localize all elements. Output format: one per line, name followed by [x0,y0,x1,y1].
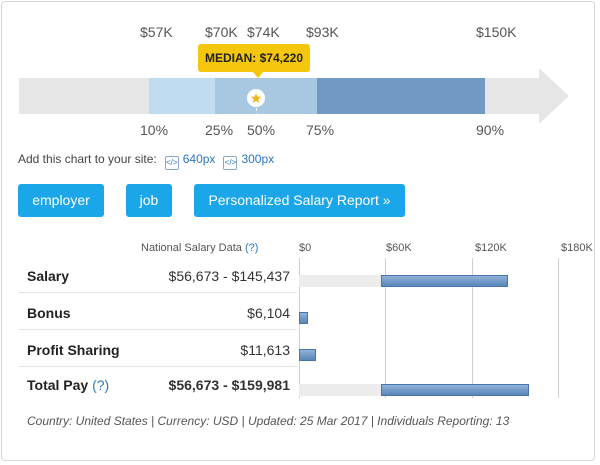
tick-p25: $70K [205,24,238,40]
bar-total-pay [380,384,530,396]
band-25-75 [215,78,317,114]
embed-code-icon: </> [164,156,179,170]
median-label: MEDIAN: $74,220 [198,44,310,72]
help-link[interactable]: (?) [244,242,259,254]
gridline [558,258,559,398]
axis-tick-120k: $120K [475,242,507,254]
embed-row: Add this chart to your site: </> 640px </> 3… [18,152,274,170]
footer-note: Country: United States | Currency: USD |… [27,414,510,428]
bar-bonus [299,312,308,324]
embed-code-icon: </> [223,156,238,170]
job-button[interactable]: job [126,184,172,217]
gridline [385,258,386,398]
bar-profit-sharing [299,349,316,361]
total-pay-label: Total Pay [27,377,89,393]
axis-tick-60k: $60K [386,242,412,254]
pct-90: 90% [476,122,505,138]
tick-p50: $74K [247,24,280,40]
table-header: National Salary Data (?) [141,242,258,254]
row-divider [19,292,297,293]
embed-label: Add this chart to your site: [18,152,157,166]
row-value-bonus: $6,104 [247,305,290,321]
star-icon: ★ [247,89,265,107]
row-label-salary: Salary [27,268,70,284]
bar-track-salary [299,275,381,287]
pct-25: 25% [205,122,234,138]
tick-p90: $150K [476,24,517,40]
pct-10: 10% [140,122,169,138]
row-value-salary: $56,673 - $145,437 [168,268,290,284]
gridline [472,258,473,398]
pct-50: 50% [247,122,276,138]
row-label-bonus: Bonus [27,305,71,321]
row-divider [19,329,297,330]
employer-button[interactable]: employer [18,184,104,217]
median-line [256,108,257,122]
row-value-profit-sharing: $11,613 [240,342,290,358]
row-label-total-pay: Total Pay (?) [27,377,109,393]
salary-report-button[interactable]: Personalized Salary Report » [194,184,405,217]
bar-salary [380,275,509,287]
axis-tick-0: $0 [299,242,312,254]
gridline [299,258,300,398]
band-75-90 [317,78,485,114]
pct-75: 75% [306,122,335,138]
axis-tick-180k: $180K [561,242,593,254]
band-10-25 [149,78,215,114]
embed-640-link[interactable]: 640px [182,152,216,166]
table-header-label: National Salary Data [141,242,242,254]
salary-widget [1,1,595,461]
row-value-total-pay: $56,673 - $159,981 [168,377,290,393]
median-pointer [252,71,264,78]
row-label-profit-sharing: Profit Sharing [27,342,120,358]
tick-p75: $93K [306,24,339,40]
bar-track-total-pay [299,384,381,396]
total-pay-help-link[interactable]: (?) [92,377,110,393]
tick-p10: $57K [140,24,173,40]
salary-range-chart [19,68,569,124]
embed-300-link[interactable]: 300px [241,152,275,166]
row-divider [19,366,297,367]
